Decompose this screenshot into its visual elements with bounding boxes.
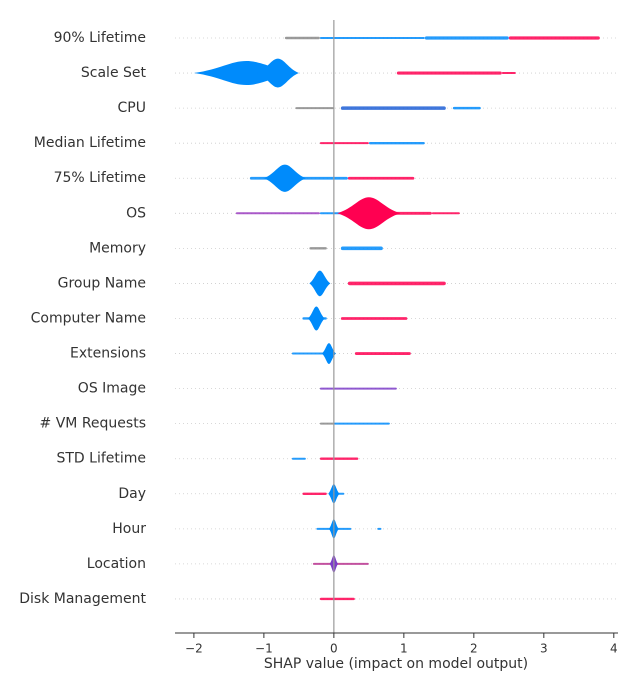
density-segment	[312, 562, 369, 565]
density-segment	[302, 492, 327, 495]
density-segment	[424, 36, 509, 40]
feature-label: CPU	[118, 100, 146, 116]
feature-label: Disk Management	[19, 591, 146, 607]
feature-label: OS	[126, 205, 146, 221]
density-segment	[319, 457, 359, 460]
feature-label: Hour	[112, 521, 146, 537]
violin	[307, 306, 325, 331]
violin	[256, 58, 299, 88]
feature-label: STD Lifetime	[56, 451, 146, 467]
violin	[263, 164, 306, 192]
density-segment	[354, 352, 411, 355]
feature-label: Day	[118, 486, 146, 502]
density-segment	[319, 142, 369, 145]
density-segment	[396, 71, 502, 75]
density-segment	[291, 352, 331, 355]
density-segment	[319, 387, 397, 390]
x-tick-label: −2	[185, 642, 203, 656]
feature-label: Computer Name	[31, 310, 146, 326]
feature-label: Group Name	[58, 275, 146, 291]
density-segment	[284, 36, 320, 40]
density-segment	[347, 176, 415, 180]
feature-label: 75% Lifetime	[54, 170, 146, 186]
x-tick-label: 3	[540, 642, 548, 656]
density-segment	[501, 72, 516, 75]
density-segment	[319, 37, 425, 39]
x-tick-label: 0	[330, 642, 338, 656]
x-tick-label: 2	[470, 642, 478, 656]
feature-label: Memory	[89, 240, 146, 256]
x-tick-label: 1	[400, 642, 408, 656]
feature-label: # VM Requests	[40, 416, 146, 432]
feature-label: Median Lifetime	[34, 135, 146, 151]
x-tick-label: 4	[610, 642, 618, 656]
density-segment	[340, 246, 383, 251]
density-segment	[368, 141, 425, 145]
feature-label: Location	[87, 556, 146, 572]
density-segment	[347, 281, 446, 286]
density-segment	[389, 211, 432, 215]
feature-label: 90% Lifetime	[54, 30, 146, 46]
density-segment	[309, 247, 327, 250]
density-segment	[508, 36, 600, 40]
feature-label: OS Image	[78, 381, 146, 397]
violin	[321, 343, 336, 364]
density-segment	[319, 422, 334, 425]
x-tick-label: −1	[255, 642, 273, 656]
density-segment	[340, 106, 446, 110]
feature-label: Scale Set	[81, 65, 147, 81]
density-segment	[340, 317, 408, 320]
density-segment	[295, 107, 334, 110]
violin	[309, 270, 331, 297]
density-segment	[452, 106, 481, 110]
x-axis-label: SHAP value (impact on model output)	[264, 656, 528, 672]
density-segment	[235, 212, 320, 215]
feature-label: Extensions	[70, 346, 146, 362]
violin	[337, 197, 401, 230]
density-segment	[319, 597, 355, 601]
density-segment	[291, 457, 306, 460]
density-segment	[333, 422, 390, 425]
density-segment	[431, 212, 460, 215]
density-segment	[377, 527, 382, 530]
